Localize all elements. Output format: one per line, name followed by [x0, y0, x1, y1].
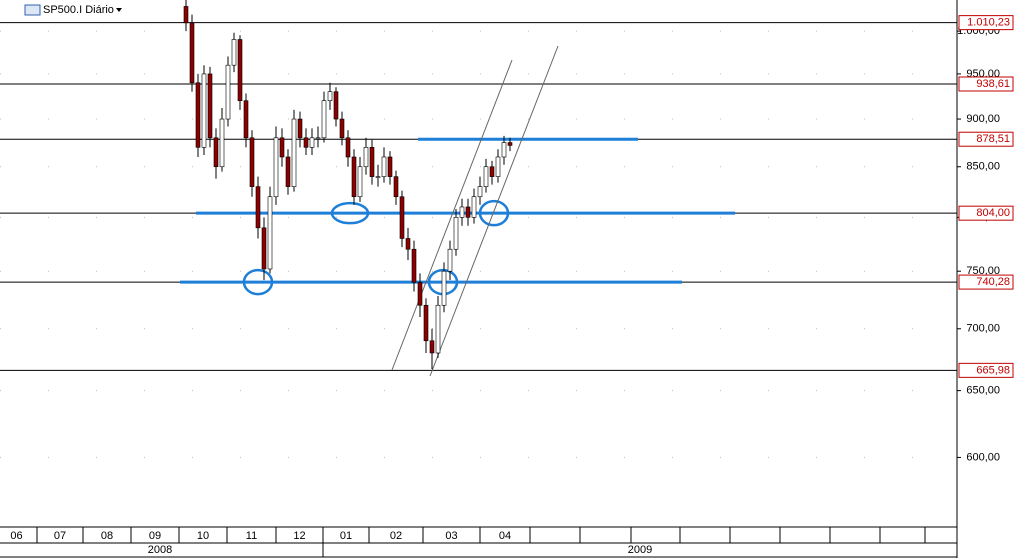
candle-body	[489, 166, 495, 177]
candle-body	[339, 118, 345, 139]
candle-body	[507, 142, 513, 146]
y-tick-label: 650,00	[966, 385, 1000, 397]
highlight-circle	[478, 199, 510, 227]
candle-body	[447, 248, 453, 272]
symbol-icon	[24, 4, 41, 16]
candle-body	[495, 156, 501, 177]
trend-line	[429, 45, 559, 377]
candle-body	[411, 248, 417, 283]
plot-area	[0, 0, 957, 458]
y-tick-label: 750,00	[966, 265, 1000, 277]
y-tick-label: 600,00	[966, 451, 1000, 463]
candle-body	[225, 64, 231, 120]
y-tick-label: 850,00	[966, 161, 1000, 173]
candle-body	[399, 196, 405, 239]
level-box	[958, 274, 1014, 290]
level-label: 878,51	[976, 133, 1010, 145]
y-tick-label: 900,00	[966, 113, 1000, 125]
candle-body	[183, 6, 189, 24]
level-label: 938,61	[976, 78, 1010, 90]
candle-body	[465, 206, 471, 218]
candle-body	[285, 156, 291, 187]
x-tick-label: 07	[54, 530, 66, 542]
candle-body	[291, 118, 297, 187]
candle-body	[501, 142, 507, 158]
candle-body	[201, 73, 207, 148]
highlight-circle	[330, 201, 370, 225]
candle-body	[459, 206, 465, 218]
x-tick-label: 08	[101, 530, 113, 542]
candle-body	[363, 147, 369, 168]
x-tick-label: 02	[390, 530, 402, 542]
header: SP500.I Diário	[24, 4, 122, 16]
highlight-circle	[242, 268, 274, 296]
x-tick-label: 03	[445, 530, 457, 542]
year-label: 2008	[148, 544, 172, 556]
candle-body	[423, 304, 429, 342]
candle-body	[255, 186, 261, 229]
level-box	[958, 362, 1014, 378]
year-label: 2009	[628, 544, 652, 556]
candle-body	[345, 137, 351, 158]
level-label: 740,28	[976, 276, 1010, 288]
candle-body	[369, 147, 375, 177]
candle-body	[297, 118, 303, 139]
candle-body	[375, 176, 381, 178]
level-label: 804,00	[976, 207, 1010, 219]
candle-body	[357, 166, 363, 198]
candle-body	[471, 196, 477, 218]
candle-body	[315, 137, 321, 140]
candle-body	[231, 39, 237, 66]
candle-body	[195, 82, 201, 148]
candle-body	[309, 137, 315, 148]
candle-body	[477, 186, 483, 198]
x-tick-label: 09	[149, 530, 161, 542]
candle-body	[219, 118, 225, 168]
trend-line	[391, 59, 513, 371]
candle-body	[321, 100, 327, 139]
level-box	[958, 205, 1014, 221]
candle-body	[303, 137, 309, 148]
chart-title[interactable]: SP500.I Diário	[43, 4, 114, 16]
candle-body	[405, 238, 411, 250]
level-label: 1.010,23	[967, 17, 1010, 29]
candle-body	[435, 304, 441, 354]
candle-body	[393, 176, 399, 198]
y-tick-label: 700,00	[966, 323, 1000, 335]
candle-body	[273, 137, 279, 198]
candle-body	[279, 137, 285, 158]
candle-body	[381, 156, 387, 177]
level-box	[958, 76, 1014, 92]
candle-body	[387, 156, 393, 177]
x-tick-label: 06	[10, 530, 22, 542]
candle-body	[261, 227, 267, 270]
candle-body	[207, 73, 213, 139]
candle-body	[453, 217, 459, 250]
x-tick-label: 10	[197, 530, 209, 542]
candle-body	[333, 91, 339, 120]
level-label: 665,98	[976, 364, 1010, 376]
candle-body	[249, 137, 255, 187]
x-tick-label: 01	[340, 530, 352, 542]
candle-body	[237, 39, 243, 102]
candle-body	[483, 166, 489, 187]
candle-body	[417, 282, 423, 306]
candle-body	[243, 100, 249, 139]
candle-body	[327, 91, 333, 102]
candle-body	[351, 156, 357, 198]
x-tick-label: 12	[293, 530, 305, 542]
level-box	[958, 131, 1014, 147]
candle-body	[213, 137, 219, 168]
dropdown-arrow[interactable]	[116, 8, 122, 12]
candle-body	[267, 196, 273, 270]
x-tick-label: 04	[499, 530, 511, 542]
x-tick-label: 11	[246, 530, 257, 542]
candle-body	[189, 22, 195, 84]
candle-body	[429, 340, 435, 354]
candle-body	[441, 270, 447, 306]
level-box	[958, 15, 1014, 31]
